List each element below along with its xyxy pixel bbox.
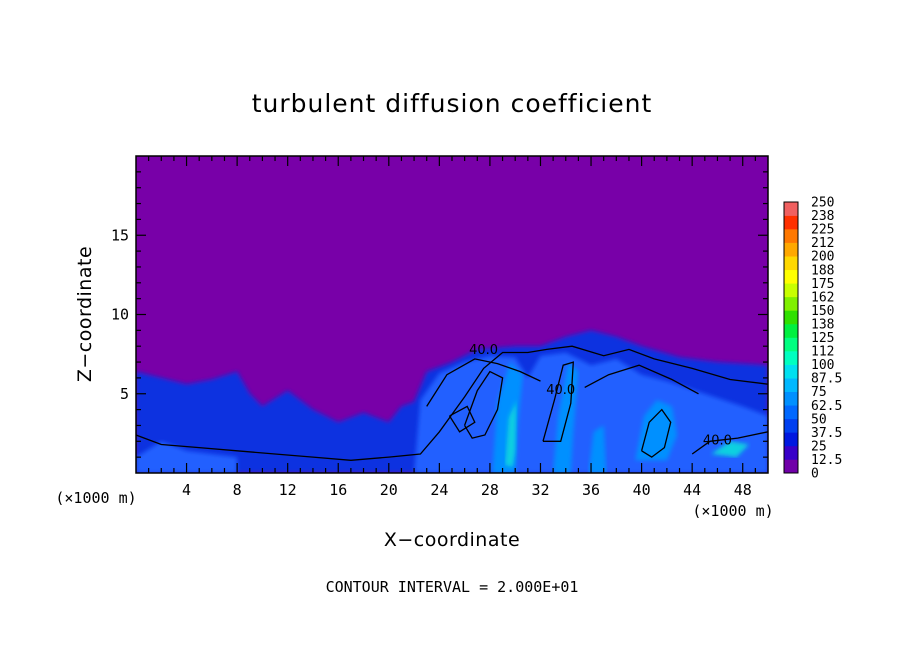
colorbar-label: 100 — [811, 358, 834, 373]
x-tick-label: 36 — [582, 481, 600, 499]
x-tick-label: 40 — [633, 481, 651, 499]
contour-label: 40.0 — [546, 383, 575, 398]
x-tick-label: 20 — [380, 481, 398, 499]
colorbar-label: 37.5 — [811, 426, 842, 441]
colorbar-swatch — [784, 283, 798, 298]
contour-line — [463, 370, 504, 439]
x-axis-ticks: 4 8 12 16 20 24 28 32 36 40 44 48 — [148, 156, 756, 499]
colorbar-label: 0 — [811, 467, 819, 482]
colorbar-label: 50 — [811, 412, 827, 427]
colorbar-label: 150 — [811, 304, 834, 319]
contour-line — [136, 345, 768, 461]
colorbar-label: 75 — [811, 385, 827, 400]
plot-area: 40.040.040.0 4 8 12 16 20 24 28 32 36 40 44 48 5101… — [111, 155, 769, 499]
colorbar-swatch — [784, 202, 798, 216]
contour-line — [448, 405, 476, 433]
x-tick-label: 8 — [233, 481, 242, 499]
field-region — [711, 441, 749, 458]
x-unit-left: (×1000 m) — [55, 489, 136, 507]
colorbar-swatch — [784, 269, 798, 284]
colorbar-swatch — [784, 310, 798, 325]
colorbar-frame — [783, 201, 799, 474]
x-axis-label: X−coordinate — [384, 529, 520, 551]
diffusion-field — [136, 330, 768, 473]
x-tick-label: 16 — [329, 481, 347, 499]
y-tick-label: 15 — [111, 226, 129, 244]
x-tick-label: 4 — [182, 481, 191, 499]
colorbar-label: 162 — [811, 290, 834, 305]
contour-line — [691, 431, 768, 455]
contour-interval-note: CONTOUR INTERVAL = 2.000E+01 — [326, 578, 579, 596]
colorbar-label: 225 — [811, 223, 834, 238]
colorbar-swatch — [784, 391, 798, 406]
field-region — [505, 400, 517, 467]
colorbar-label: 175 — [811, 277, 834, 292]
colorbar-swatch — [784, 405, 798, 420]
colorbar-swatch — [784, 378, 798, 392]
y-tick-label: 10 — [111, 306, 129, 324]
colorbar-swatch — [784, 215, 798, 230]
colorbar-swatch — [784, 364, 798, 379]
colorbar-swatch — [784, 242, 798, 257]
y-axis-ticks: 5 10 15 — [111, 171, 768, 458]
contour-line — [426, 358, 541, 407]
x-tick-label: 32 — [531, 481, 549, 499]
colorbar-swatch — [784, 459, 798, 474]
colorbar-swatch — [784, 296, 798, 311]
y-axis-label: Z−coordinate — [74, 246, 96, 382]
contour-line — [640, 408, 672, 458]
colorbar-swatch — [784, 337, 798, 352]
colorbar-swatch — [784, 323, 798, 338]
colorbar-label: 212 — [811, 236, 834, 251]
colorbar-label: 138 — [811, 317, 834, 332]
colorbar-swatch — [784, 229, 798, 243]
contour-lines — [136, 345, 768, 461]
x-tick-label: 12 — [279, 481, 297, 499]
y-tick-label: 5 — [120, 385, 129, 403]
x-tick-label: 48 — [734, 481, 752, 499]
contour-label: 40.0 — [469, 343, 498, 358]
x-unit-right: (×1000 m) — [692, 502, 773, 520]
x-tick-label: 28 — [481, 481, 499, 499]
colorbar-swatch — [784, 256, 798, 271]
chart-title: turbulent diffusion coefficient — [252, 89, 653, 118]
colorbar: 012.52537.55062.57587.510011212513815016… — [783, 196, 842, 482]
colorbar-label: 250 — [811, 196, 834, 211]
colorbar-swatch — [784, 351, 798, 365]
x-tick-label: 24 — [430, 481, 448, 499]
colorbar-label: 87.5 — [811, 372, 842, 387]
colorbar-label: 200 — [811, 250, 834, 265]
colorbar-label: 238 — [811, 209, 834, 224]
contour-line — [542, 361, 575, 442]
x-tick-label: 44 — [683, 481, 701, 499]
field-region — [588, 425, 607, 473]
field-region — [136, 441, 238, 473]
colorbar-label: 125 — [811, 331, 834, 346]
contour-label: 40.0 — [703, 434, 732, 449]
colorbar-label: 12.5 — [811, 453, 842, 468]
colorbar-swatch — [784, 445, 798, 460]
colorbar-swatch — [784, 432, 798, 447]
colorbar-label: 25 — [811, 439, 827, 454]
colorbar-label: 62.5 — [811, 399, 842, 414]
colorbar-label: 112 — [811, 345, 834, 360]
contour-line — [584, 364, 699, 395]
field-region — [635, 400, 677, 461]
contour-labels: 40.0 40.0 40.0 — [469, 343, 732, 448]
colorbar-label: 188 — [811, 263, 834, 278]
colorbar-swatch — [784, 418, 798, 433]
